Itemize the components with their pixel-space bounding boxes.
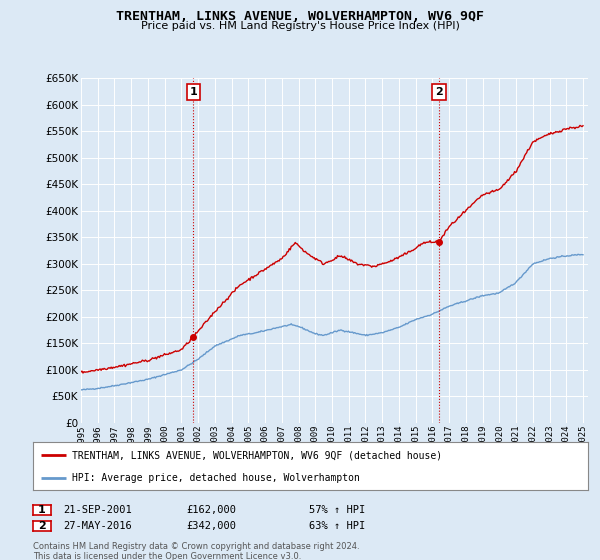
Text: 2: 2 — [38, 521, 46, 531]
Text: TRENTHAM, LINKS AVENUE, WOLVERHAMPTON, WV6 9QF (detached house): TRENTHAM, LINKS AVENUE, WOLVERHAMPTON, W… — [72, 450, 442, 460]
Text: £162,000: £162,000 — [186, 505, 236, 515]
Text: 63% ↑ HPI: 63% ↑ HPI — [309, 521, 365, 531]
Text: Price paid vs. HM Land Registry's House Price Index (HPI): Price paid vs. HM Land Registry's House … — [140, 21, 460, 31]
Text: Contains HM Land Registry data © Crown copyright and database right 2024.
This d: Contains HM Land Registry data © Crown c… — [33, 542, 359, 560]
Text: HPI: Average price, detached house, Wolverhampton: HPI: Average price, detached house, Wolv… — [72, 473, 360, 483]
Text: 2: 2 — [435, 87, 443, 97]
Text: 1: 1 — [38, 505, 46, 515]
Text: 21-SEP-2001: 21-SEP-2001 — [63, 505, 132, 515]
Text: 57% ↑ HPI: 57% ↑ HPI — [309, 505, 365, 515]
Text: 27-MAY-2016: 27-MAY-2016 — [63, 521, 132, 531]
Text: 1: 1 — [190, 87, 197, 97]
Text: £342,000: £342,000 — [186, 521, 236, 531]
Text: TRENTHAM, LINKS AVENUE, WOLVERHAMPTON, WV6 9QF: TRENTHAM, LINKS AVENUE, WOLVERHAMPTON, W… — [116, 10, 484, 23]
